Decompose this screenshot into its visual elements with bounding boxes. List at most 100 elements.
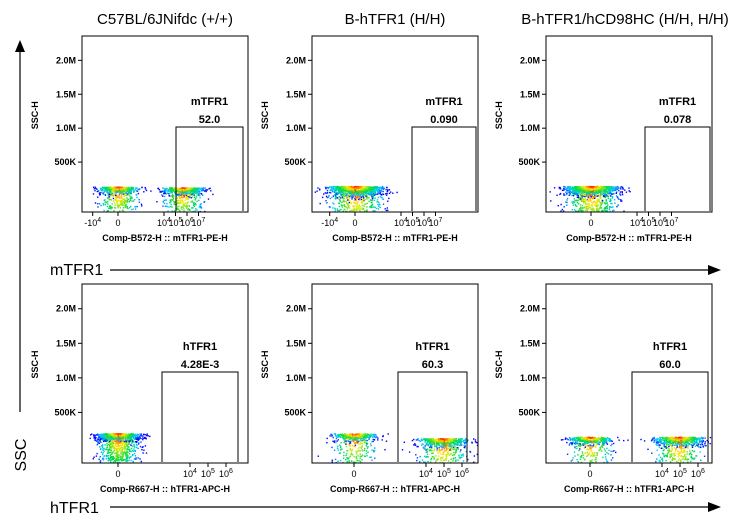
event-dot-0-369	[138, 442, 140, 444]
event-dot-0-1358	[388, 197, 390, 200]
event-dot-0-848	[116, 450, 119, 452]
event-dot-0-653	[120, 191, 123, 193]
event-dot-1-663	[177, 202, 179, 204]
event-dot-0-905	[610, 189, 612, 192]
event-dot-0-1396	[586, 187, 589, 190]
event-dot-0-1339	[581, 186, 583, 188]
event-dot-0-178	[616, 196, 619, 198]
event-dot-0-626	[128, 191, 131, 193]
event-dot-0-66	[125, 459, 127, 461]
event-dot-0-1300	[607, 186, 609, 189]
event-dot-1-681	[191, 193, 194, 195]
event-dot-1-547	[184, 188, 187, 190]
event-dot-0-557	[141, 205, 143, 207]
event-dot-0-1032	[121, 439, 123, 441]
event-dot-0-1223	[338, 189, 340, 192]
event-dot-0-31	[338, 190, 340, 192]
event-dot-0-1376	[358, 197, 360, 199]
event-dot-0-598	[107, 187, 109, 190]
x-tick-label: 104	[394, 217, 408, 228]
event-dot-0-659	[335, 186, 337, 188]
event-dot-0-1372	[106, 442, 108, 445]
event-dot-0-971	[348, 187, 350, 190]
event-dot-0-719	[128, 457, 131, 459]
event-dot-0-1299	[114, 435, 116, 438]
event-dot-0-1093	[122, 455, 124, 457]
event-dot-0-1190	[132, 433, 134, 435]
event-dot-0-536	[114, 186, 116, 189]
event-dot-0-293	[366, 197, 368, 199]
event-dot-1-441	[193, 205, 195, 208]
event-dot-0-216	[118, 456, 120, 459]
event-dot-0-123	[339, 444, 341, 446]
event-dot-1-71	[204, 187, 206, 189]
event-dot-0-672	[563, 188, 565, 190]
event-dot-0-1379	[381, 187, 383, 189]
event-dot-0-611	[125, 442, 128, 444]
event-dot-0-514	[104, 188, 106, 190]
event-dot-0-41	[623, 210, 625, 212]
event-dot-0-299	[591, 209, 593, 211]
event-dot-0-626	[122, 442, 125, 444]
event-dot-1-459	[185, 188, 187, 191]
event-dot-0-1019	[115, 438, 117, 441]
event-dot-0-478	[114, 445, 116, 448]
event-dot-0-1071	[361, 188, 364, 190]
event-dot-1-498	[202, 189, 204, 191]
event-dot-0-1270	[133, 437, 135, 439]
event-dot-0-1359	[355, 194, 358, 196]
event-dot-0-606	[600, 191, 602, 194]
event-dot-0-1392	[123, 434, 125, 436]
event-dot-0-733	[563, 206, 565, 208]
event-dot-1-664	[192, 194, 195, 196]
event-dot-0-358	[93, 188, 96, 190]
event-dot-0-1338	[603, 195, 605, 197]
event-dot-0-557	[575, 205, 578, 207]
y-tick-label: 500K	[54, 157, 76, 167]
event-dot-1-678	[196, 190, 198, 192]
event-dot-1-679	[181, 187, 183, 189]
event-dot-1-458	[197, 188, 199, 190]
event-dot-0-904	[556, 194, 558, 196]
event-dot-0-405	[120, 186, 122, 189]
event-dot-0-495	[382, 198, 384, 200]
event-dot-0-1127	[372, 186, 374, 188]
event-dot-1-206	[196, 209, 198, 211]
event-dot-0-597	[112, 191, 114, 193]
event-dot-0-483	[129, 199, 132, 202]
event-dot-0-412	[119, 200, 121, 203]
event-dot-0-898	[353, 199, 356, 201]
event-dot-0-877	[107, 449, 109, 451]
event-dot-0-435	[371, 196, 373, 198]
event-dot-0-859	[605, 202, 607, 204]
event-dot-0-438	[566, 193, 568, 196]
event-dot-0-952	[584, 195, 586, 198]
event-dot-1-585	[167, 190, 169, 192]
event-dot-0-29	[97, 196, 99, 198]
event-dot-0-1347	[111, 443, 114, 445]
event-dot-1-414	[176, 206, 179, 208]
event-dot-0-980	[110, 456, 112, 459]
event-dot-0-593	[103, 209, 105, 212]
event-dot-0-317	[373, 199, 375, 201]
event-dot-0-422	[134, 441, 137, 444]
event-dot-1-370	[210, 190, 212, 192]
event-dot-1-599	[188, 197, 190, 200]
event-dot-0-1348	[586, 186, 588, 188]
event-dot-0-1192	[579, 208, 581, 210]
event-dot-0-1290	[102, 457, 104, 460]
event-dot-0-788	[120, 450, 122, 453]
event-dot-0-1264	[584, 194, 586, 196]
event-dot-0-689	[111, 206, 113, 209]
event-dot-0-1046	[592, 188, 594, 191]
event-dot-0-417	[327, 187, 330, 189]
event-dot-0-1139	[379, 189, 381, 192]
event-dot-0-313	[125, 194, 127, 197]
event-dot-0-365	[122, 198, 124, 200]
event-dot-0-584	[617, 187, 619, 189]
event-dot-1-170	[180, 206, 183, 208]
event-dot-0-639	[387, 190, 389, 192]
event-dot-0-226	[350, 433, 352, 435]
event-dot-0-493	[114, 461, 117, 463]
